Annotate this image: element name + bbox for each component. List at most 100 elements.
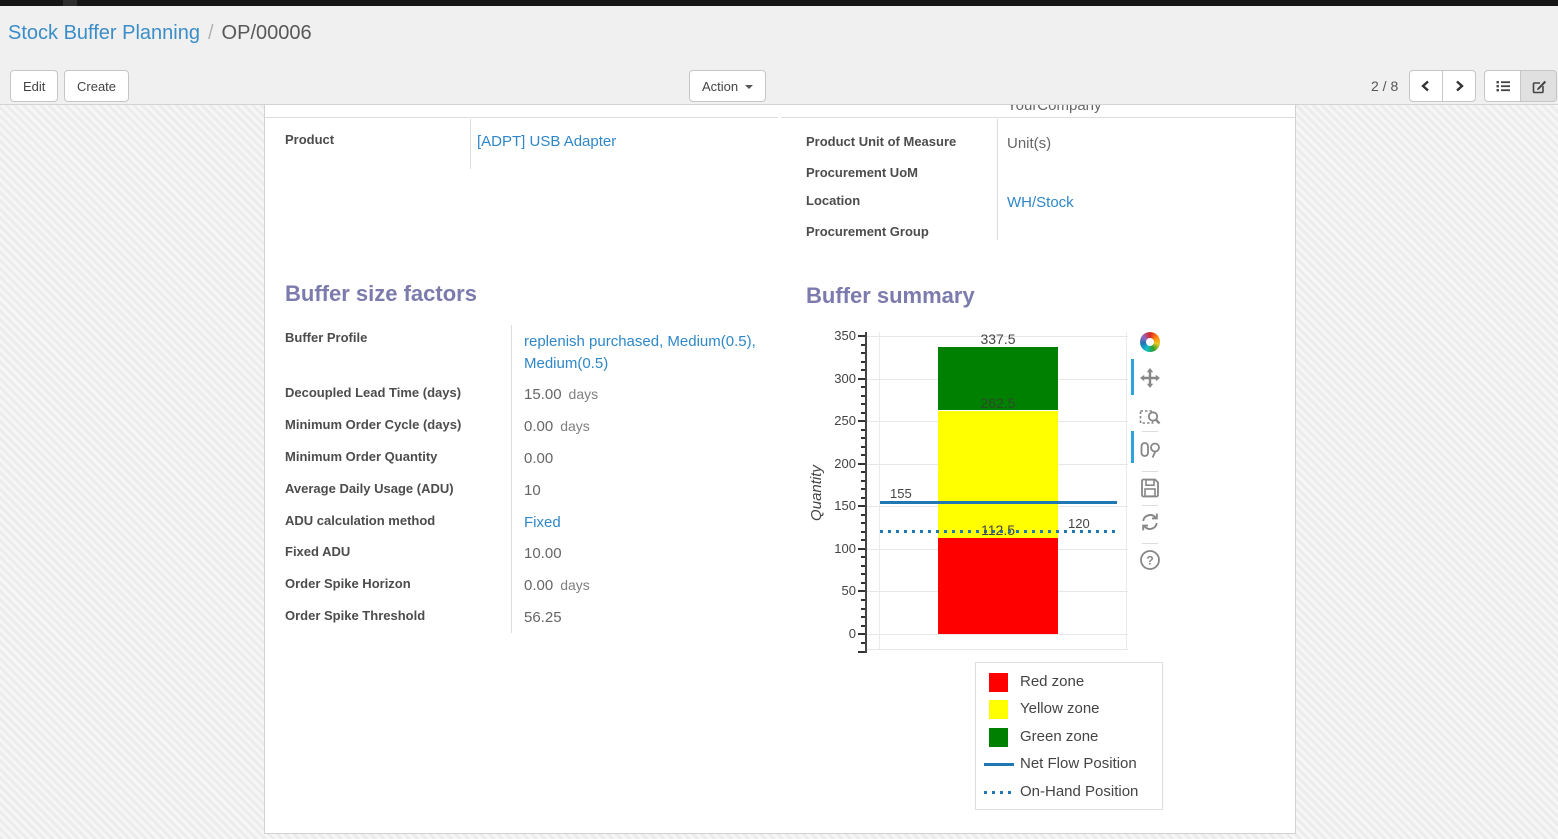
compare-hover-button-icon[interactable] [1139,439,1161,461]
minimum-order-cycle-value: 0.00 days [524,418,590,435]
create-button[interactable]: Create [64,70,130,102]
section-title-buffer-summary: Buffer summary [806,283,975,308]
legend-label: Net Flow Position [1020,755,1137,773]
y-minor-tick [861,564,866,567]
y-gridline [866,634,1128,635]
form-view-button[interactable] [1520,70,1557,102]
y-major-tick [858,547,866,550]
y-minor-tick [861,556,866,559]
y-major-tick [858,462,866,465]
y-minor-tick [861,581,866,584]
y-minor-tick [861,454,866,457]
y-minor-tick [861,445,866,448]
bar-value-label: 337.5 [980,330,1016,347]
breadcrumb-separator: / [207,22,214,44]
row-divider-left [265,117,778,118]
y-major-tick [858,651,866,653]
procurement-group-label: Procurement Group [806,224,929,239]
plot-bottom-edge [866,649,1128,650]
pager-previous-button[interactable] [1409,70,1443,102]
save-button-icon[interactable] [1139,477,1161,499]
fixed-adu-value: 10.00 [524,545,562,562]
help-button-icon[interactable]: ? [1139,549,1161,571]
y-tick-label: 200 [834,455,856,471]
top-menu-bar [0,0,1558,6]
legend-item-green-zone[interactable]: Green zone [976,726,1162,750]
y-minor-tick [861,386,866,389]
chevron-left-icon [1421,80,1429,92]
legend-swatch [989,727,1008,747]
y-minor-tick [861,624,866,627]
top-menu-notch [63,0,77,6]
y-minor-tick [861,539,866,542]
control-panel: Stock Buffer Planning / OP/00006 Edit Crea… [0,6,1558,105]
decoupled-lead-time-text: 15.00 [524,386,562,403]
section-title-buffer-size-factors: Buffer size factors [285,281,477,306]
edit-button[interactable]: Edit [10,70,59,102]
product-value[interactable]: [ADPT] USB Adapter [477,133,616,150]
box-zoom-button-icon[interactable] [1139,405,1161,427]
plotly-logo-icon[interactable] [1139,331,1161,353]
order-spike-horizon-unit: days [560,577,590,593]
adu-calculation-method-value[interactable]: Fixed [524,514,561,531]
y-major-tick [858,377,866,380]
legend-item-red-zone[interactable]: Red zone [976,671,1162,695]
buffer-profile-label: Buffer Profile [285,330,368,345]
list-icon [1496,81,1510,92]
legend-label: Green zone [1020,727,1099,745]
y-major-tick [858,335,866,337]
buffer-profile-value[interactable]: replenish purchased, Medium(0.5), Medium… [524,331,776,375]
legend-label: Red zone [1020,673,1085,690]
list-view-button[interactable] [1484,70,1521,102]
decoupled-lead-time-label: Decoupled Lead Time (days) [285,385,462,400]
y-major-tick [858,590,866,593]
legend-item-net-flow-position[interactable]: Net Flow Position [976,753,1162,777]
minimum-order-cycle-text: 0.00 [524,418,554,435]
reset-axes-button-icon[interactable] [1139,511,1161,533]
y-major-tick [858,505,866,508]
y-minor-tick [861,437,866,440]
y-minor-tick [861,411,866,414]
action-button[interactable]: Action [689,70,767,102]
average-daily-usage-label: Average Daily Usage (ADU) [285,481,454,496]
product-unit-of-measure-value: Unit(s) [1007,135,1051,152]
pager-next-button[interactable] [1442,70,1476,102]
y-tick-label: 250 [834,413,856,429]
minimum-order-cycle-unit: days [560,418,590,434]
average-daily-usage-text: 10 [524,482,541,499]
edit-form-icon [1532,80,1546,94]
location-value[interactable]: WH/Stock [1007,194,1074,211]
caret-down-icon [745,85,754,90]
net-flow-position-label: 155 [890,486,912,501]
bar-value-label: 262.5 [980,394,1016,411]
y-minor-tick [861,479,866,482]
pan-button-icon[interactable] [1139,367,1161,389]
decoupled-lead-time-unit: days [568,386,599,402]
view-switcher [1484,70,1557,102]
legend-item-yellow-zone[interactable]: Yellow zone [976,698,1162,722]
minimum-order-quantity-text: 0.00 [524,450,554,467]
order-spike-threshold-text: 56.25 [524,609,562,626]
y-minor-tick [861,496,866,499]
buffer-profile-link[interactable]: replenish purchased, Medium(0.5), Medium… [524,333,756,372]
breadcrumb: Stock Buffer Planning / OP/00006 [8,22,312,45]
y-gridline [866,336,1128,337]
x-gridline [1126,332,1127,649]
y-tick-label: 350 [834,328,856,343]
chevron-right-icon [1456,80,1464,92]
y-minor-tick [861,343,866,346]
legend-item-on-hand-position[interactable]: On-Hand Position [976,781,1162,805]
product-unit-of-measure-text: Unit(s) [1007,135,1052,152]
row-divider-right [781,117,1295,118]
minimum-order-quantity-label: Minimum Order Quantity [285,449,438,464]
product-link[interactable]: [ADPT] USB Adapter [477,133,617,150]
adu-calculation-method-link[interactable]: Fixed [524,514,561,531]
breadcrumb-parent-link[interactable]: Stock Buffer Planning [8,22,200,44]
order-spike-horizon-value: 0.00 days [524,577,590,594]
y-tick-label: 0 [848,626,856,641]
y-minor-tick [861,607,866,610]
location-link[interactable]: WH/Stock [1007,194,1074,211]
y-minor-tick [861,360,866,363]
fixed-adu-label: Fixed ADU [285,544,351,559]
product-label: Product [285,132,335,147]
